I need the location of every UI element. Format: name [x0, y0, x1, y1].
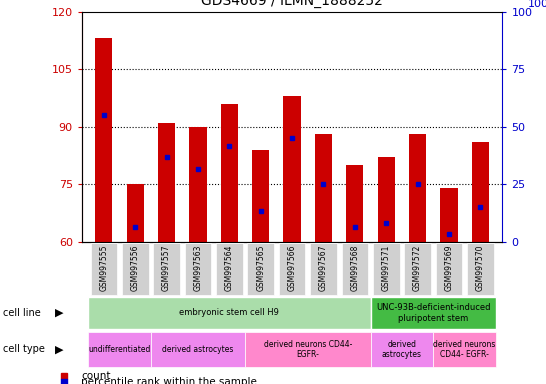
Bar: [127, 184, 144, 242]
Bar: [472, 142, 489, 242]
Bar: [346, 165, 364, 242]
Text: count: count: [81, 371, 111, 381]
Text: ▶: ▶: [55, 344, 63, 354]
Text: GSM997563: GSM997563: [193, 245, 203, 291]
Text: cell type: cell type: [3, 344, 45, 354]
FancyBboxPatch shape: [310, 243, 337, 295]
Text: derived
astrocytes: derived astrocytes: [382, 340, 422, 359]
FancyBboxPatch shape: [88, 297, 371, 329]
FancyBboxPatch shape: [436, 243, 462, 295]
Bar: [252, 150, 269, 242]
FancyBboxPatch shape: [342, 243, 368, 295]
Text: ▶: ▶: [55, 308, 63, 318]
Text: UNC-93B-deficient-induced
pluripotent stem: UNC-93B-deficient-induced pluripotent st…: [376, 303, 490, 323]
Text: GSM997572: GSM997572: [413, 245, 422, 291]
Text: GSM997555: GSM997555: [99, 245, 108, 291]
Text: undifferentiated: undifferentiated: [88, 345, 151, 354]
FancyBboxPatch shape: [279, 243, 305, 295]
FancyBboxPatch shape: [216, 243, 242, 295]
FancyBboxPatch shape: [151, 332, 245, 367]
FancyBboxPatch shape: [371, 297, 496, 329]
FancyBboxPatch shape: [245, 332, 371, 367]
FancyBboxPatch shape: [88, 332, 151, 367]
Text: GSM997565: GSM997565: [256, 245, 265, 291]
FancyBboxPatch shape: [404, 243, 431, 295]
Text: GSM997556: GSM997556: [130, 245, 140, 291]
Bar: [221, 104, 238, 242]
FancyBboxPatch shape: [371, 332, 434, 367]
FancyBboxPatch shape: [467, 243, 494, 295]
Bar: [283, 96, 301, 242]
Text: GSM997557: GSM997557: [162, 245, 171, 291]
Text: cell line: cell line: [3, 308, 40, 318]
Text: GSM997564: GSM997564: [225, 245, 234, 291]
Text: percentile rank within the sample: percentile rank within the sample: [81, 377, 257, 384]
FancyBboxPatch shape: [91, 243, 117, 295]
Text: derived neurons CD44-
EGFR-: derived neurons CD44- EGFR-: [264, 340, 352, 359]
Bar: [378, 157, 395, 242]
Title: GDS4669 / ILMN_1888252: GDS4669 / ILMN_1888252: [201, 0, 383, 8]
Text: GSM997569: GSM997569: [444, 245, 454, 291]
FancyBboxPatch shape: [247, 243, 274, 295]
Text: GSM997570: GSM997570: [476, 245, 485, 291]
Text: GSM997568: GSM997568: [351, 245, 359, 291]
Text: GSM997567: GSM997567: [319, 245, 328, 291]
Text: derived neurons
CD44- EGFR-: derived neurons CD44- EGFR-: [434, 340, 496, 359]
Text: GSM997571: GSM997571: [382, 245, 391, 291]
Bar: [95, 38, 112, 242]
Bar: [441, 188, 458, 242]
FancyBboxPatch shape: [153, 243, 180, 295]
Text: 100%: 100%: [527, 0, 546, 9]
FancyBboxPatch shape: [434, 332, 496, 367]
Bar: [189, 127, 206, 242]
Text: derived astrocytes: derived astrocytes: [162, 345, 234, 354]
FancyBboxPatch shape: [373, 243, 400, 295]
Text: GSM997566: GSM997566: [288, 245, 296, 291]
Bar: [158, 123, 175, 242]
Text: embryonic stem cell H9: embryonic stem cell H9: [180, 308, 280, 318]
Bar: [315, 134, 332, 242]
Bar: [409, 134, 426, 242]
FancyBboxPatch shape: [122, 243, 149, 295]
FancyBboxPatch shape: [185, 243, 211, 295]
